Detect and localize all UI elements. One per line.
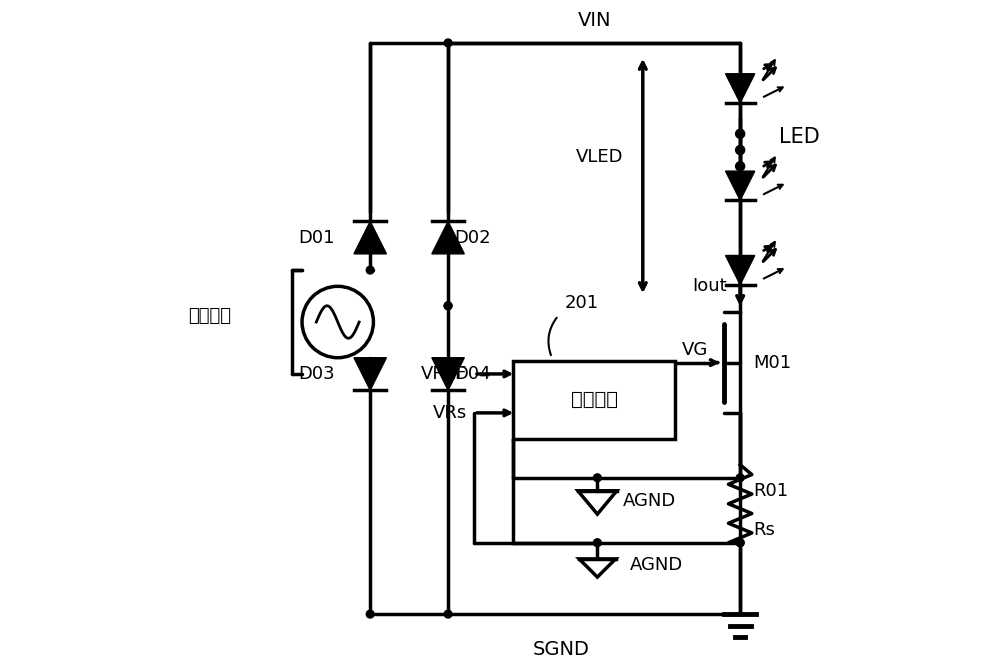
Polygon shape [726, 255, 755, 285]
Text: VRs: VRs [433, 404, 468, 422]
Circle shape [593, 539, 601, 547]
Circle shape [366, 370, 374, 378]
Text: AGND: AGND [623, 492, 677, 509]
Circle shape [444, 302, 452, 310]
Circle shape [366, 610, 374, 618]
Circle shape [736, 539, 744, 547]
Text: D03: D03 [298, 365, 334, 383]
Polygon shape [432, 221, 464, 254]
Polygon shape [726, 74, 755, 103]
Polygon shape [726, 171, 755, 200]
Circle shape [366, 266, 374, 274]
Circle shape [736, 129, 745, 138]
Text: 201: 201 [565, 293, 599, 312]
Circle shape [444, 39, 452, 47]
Text: VLED: VLED [576, 147, 623, 165]
Text: LED: LED [779, 127, 820, 147]
Text: SGND: SGND [533, 640, 590, 659]
Circle shape [444, 302, 452, 310]
Text: D04: D04 [455, 365, 491, 383]
Text: VREF: VREF [421, 365, 468, 383]
Text: VIN: VIN [577, 11, 611, 30]
Text: Rs: Rs [753, 521, 775, 539]
Text: D02: D02 [455, 228, 491, 247]
Circle shape [736, 474, 744, 482]
Circle shape [593, 474, 601, 482]
Polygon shape [354, 221, 386, 254]
Text: D01: D01 [298, 228, 334, 247]
Text: 交流输入: 交流输入 [188, 307, 231, 324]
Polygon shape [432, 358, 464, 390]
Text: M01: M01 [753, 354, 791, 372]
Circle shape [444, 610, 452, 618]
Text: R01: R01 [753, 482, 788, 500]
Text: 控制电路: 控制电路 [571, 391, 618, 409]
Circle shape [736, 161, 745, 171]
Circle shape [736, 539, 744, 547]
Text: AGND: AGND [630, 556, 683, 574]
Polygon shape [354, 358, 386, 390]
Circle shape [736, 145, 745, 155]
Text: Iout: Iout [693, 277, 727, 295]
Text: VG: VG [682, 340, 708, 358]
